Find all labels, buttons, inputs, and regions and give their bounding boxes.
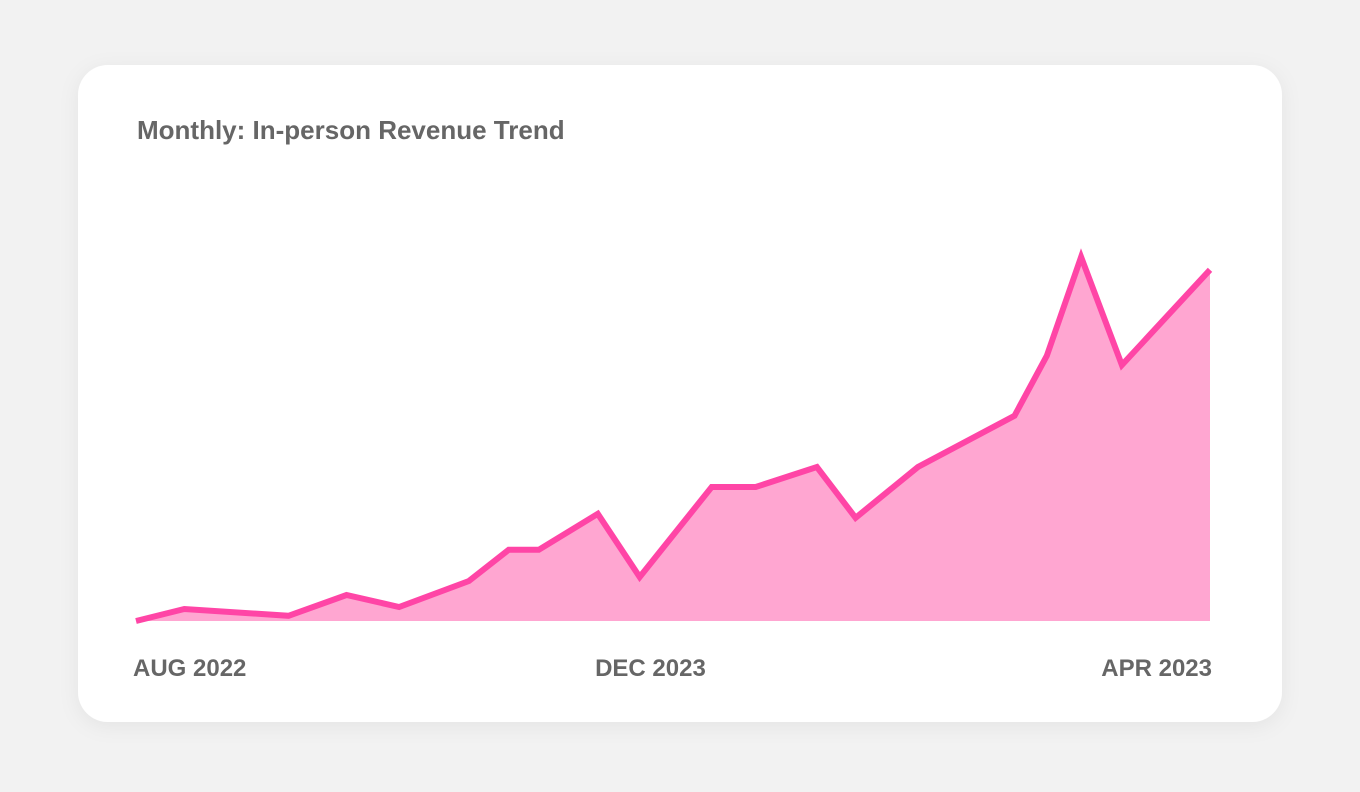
x-tick-label: APR 2023 bbox=[1101, 655, 1212, 682]
chart-title: Monthly: In-person Revenue Trend bbox=[137, 115, 565, 145]
x-tick-label: DEC 2023 bbox=[595, 655, 706, 682]
plot: AUG 2022 DEC 2023 APR 2023 bbox=[133, 248, 1213, 682]
line bbox=[135, 248, 1213, 624]
area-fill bbox=[136, 257, 1210, 621]
x-tick-label: AUG 2022 bbox=[133, 655, 246, 682]
